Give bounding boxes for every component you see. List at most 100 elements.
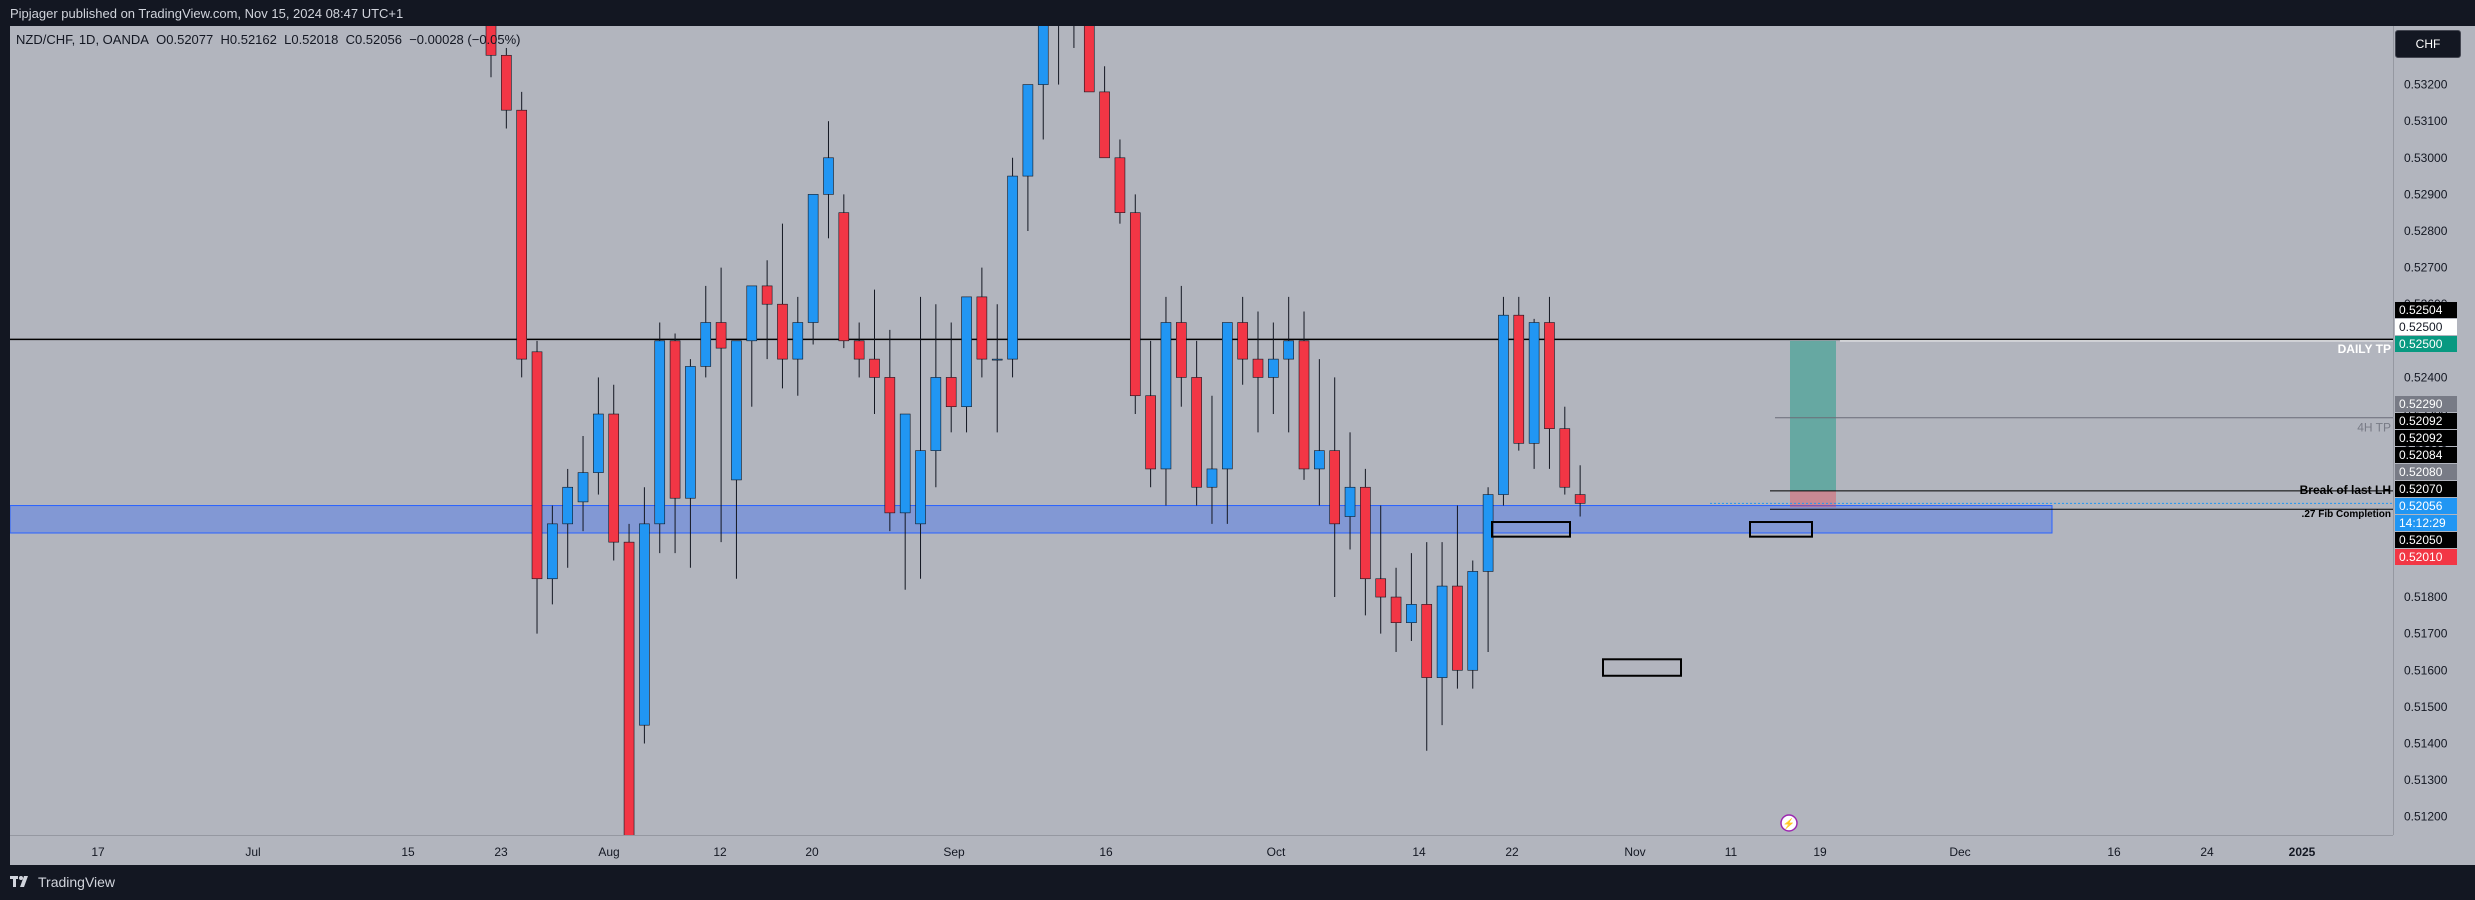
candle	[1114, 139, 1126, 224]
candle	[669, 333, 681, 554]
candle	[1360, 468, 1371, 616]
candle-body	[1237, 322, 1248, 360]
candle-body	[1252, 358, 1264, 378]
candle	[884, 329, 896, 532]
time-tick-label: 12	[713, 845, 727, 859]
marked-box	[1491, 521, 1571, 538]
candle	[1237, 296, 1248, 385]
candle-body	[577, 472, 589, 503]
price-label-text: 0.52500	[2399, 320, 2443, 334]
candle	[1544, 296, 1555, 469]
candle-body	[531, 351, 543, 580]
candle-body	[991, 358, 1003, 361]
candle	[777, 223, 788, 389]
price-label-bg	[2395, 396, 2457, 412]
candle	[1513, 296, 1525, 451]
price-axis-canvas: 0.53200 0.53100 0.53000 0.52900 0.52800 0.527…	[2395, 78, 2457, 824]
price-label: 0.52084	[2395, 447, 2457, 463]
candle	[1206, 395, 1218, 524]
candle	[1083, 26, 1095, 93]
price-tick-label: 0.52900	[2404, 187, 2448, 201]
time-tick-label: Oct	[1267, 845, 1286, 859]
candle-body	[593, 413, 604, 473]
price-tick-label: 0.51300	[2404, 773, 2448, 787]
axis-corner	[2393, 835, 2475, 865]
candle-body	[731, 340, 742, 481]
candle	[1058, 26, 1060, 85]
marked-box	[1602, 658, 1682, 677]
candle	[501, 47, 512, 129]
price-tick-label: 0.52400	[2404, 370, 2448, 384]
candle	[1283, 296, 1294, 433]
price-label-text: 0.52056	[2399, 499, 2443, 513]
candle	[976, 267, 988, 378]
candle-body	[1329, 450, 1340, 525]
candle	[823, 121, 834, 239]
price-label-text: 0.52050	[2399, 533, 2443, 547]
brand-name: TradingView	[38, 874, 116, 890]
candle	[1145, 340, 1156, 488]
candle-body	[1283, 340, 1294, 360]
lightning-icon: ⚡	[1780, 814, 1798, 832]
candle	[930, 304, 942, 488]
chart-plot-area[interactable]: DAILY TP 4H TP Break of last LH .27 Fib Com…	[10, 26, 2393, 835]
candle-body	[1114, 157, 1126, 213]
candle	[1099, 66, 1110, 159]
candle-body	[547, 523, 558, 580]
legend-close: C0.52056	[345, 32, 402, 47]
price-tick-label: 0.51500	[2404, 700, 2448, 714]
legend-change: −0.00028 (−0.05%)	[409, 32, 521, 47]
symbol-legend[interactable]: NZD/CHF, 1D, OANDA O0.52077 H0.52162 L0.…	[16, 32, 521, 47]
candle	[593, 377, 604, 495]
fib-label: .27 Fib Completion	[2302, 509, 2391, 520]
price-label-text: 14:12:29	[2399, 516, 2446, 530]
candle-body	[485, 26, 497, 56]
price-label-bg	[2395, 413, 2457, 429]
time-tick-label: 14	[1412, 845, 1426, 859]
time-tick-label: 24	[2200, 845, 2214, 859]
price-label: 0.52050	[2395, 532, 2457, 548]
currency-button[interactable]: CHF	[2395, 30, 2461, 58]
candle-body	[807, 194, 819, 323]
candle-body	[501, 54, 512, 111]
candle	[807, 194, 819, 345]
candle-body	[1160, 322, 1172, 470]
candle	[1467, 560, 1479, 689]
candle	[1498, 296, 1509, 506]
time-axis[interactable]: 17 Jul 15 23 Aug 12 20 Sep 16 Oct 14 22 Nov 11 19 Dec 16…	[10, 835, 2393, 866]
candle-body	[884, 377, 896, 514]
price-label-text: 0.52290	[2399, 397, 2443, 411]
price-label-bg	[2395, 515, 2457, 531]
candle	[869, 289, 880, 415]
publish-note: Pipjager published on TradingView.com, N…	[10, 6, 404, 21]
candle	[1574, 465, 1586, 517]
candle	[485, 26, 497, 78]
price-label-bg	[2395, 336, 2457, 352]
candle-body	[1298, 340, 1310, 470]
candle-body	[1191, 377, 1202, 488]
candle-body	[1344, 486, 1356, 517]
candle	[899, 413, 911, 590]
candle	[853, 322, 865, 378]
candle-body	[1406, 604, 1417, 623]
candle-body	[961, 296, 972, 408]
legend-open: O0.52077	[156, 32, 214, 47]
chart-canvas[interactable]: DAILY TP 4H TP Break of last LH .27 Fib Com…	[10, 26, 2393, 835]
price-axis[interactable]: 0.53200 0.53100 0.53000 0.52900 0.52800 0.527…	[2393, 26, 2475, 835]
candle	[1314, 359, 1325, 506]
time-tick-label: Sep	[943, 845, 965, 859]
tradingview-logo[interactable]: TradingView	[10, 874, 115, 890]
candle	[1007, 157, 1018, 378]
h4-tp-label: 4H TP	[2357, 421, 2391, 435]
time-tick-label: Dec	[1949, 845, 1970, 859]
price-label-bg	[2395, 532, 2457, 548]
bottom-bar: TradingView	[0, 865, 2475, 900]
price-tick-label: 0.51200	[2404, 810, 2448, 824]
candle	[562, 468, 574, 568]
candle	[1482, 487, 1494, 652]
candle-body	[654, 340, 666, 525]
legend-high: H0.52162	[220, 32, 277, 47]
price-label-bg	[2395, 464, 2457, 480]
candle-body	[669, 340, 681, 499]
candle-body	[1436, 585, 1448, 678]
